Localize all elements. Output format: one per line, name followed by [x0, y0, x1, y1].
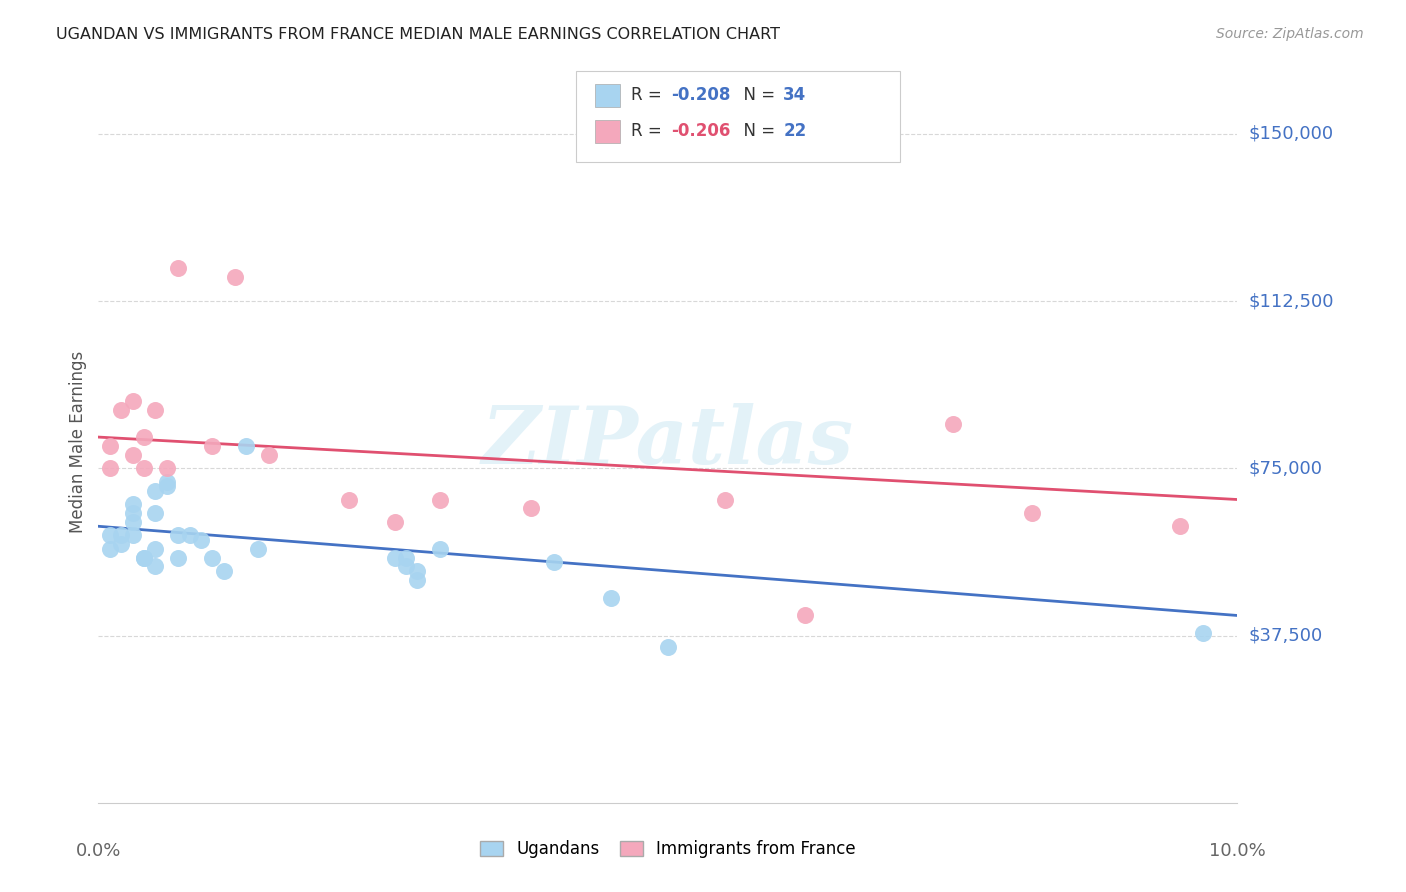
- Point: [132, 550, 155, 565]
- Point: [121, 528, 143, 542]
- Point: [657, 640, 679, 654]
- Point: [406, 573, 429, 587]
- Point: [384, 550, 406, 565]
- Text: $37,500: $37,500: [1249, 626, 1323, 645]
- Point: [145, 403, 167, 417]
- Point: [167, 550, 190, 565]
- Point: [121, 515, 143, 529]
- Point: [145, 541, 167, 556]
- Text: N =: N =: [733, 87, 780, 104]
- Point: [98, 528, 121, 542]
- Text: $112,500: $112,500: [1249, 292, 1334, 310]
- Text: 34: 34: [783, 87, 807, 104]
- Point: [156, 479, 179, 493]
- Point: [259, 448, 281, 462]
- Text: 10.0%: 10.0%: [1209, 842, 1265, 860]
- Text: $150,000: $150,000: [1249, 125, 1333, 143]
- Point: [235, 439, 257, 453]
- Point: [224, 269, 246, 284]
- Point: [714, 492, 737, 507]
- Point: [212, 564, 235, 578]
- Point: [156, 461, 179, 475]
- Point: [337, 492, 360, 507]
- Point: [543, 555, 565, 569]
- Point: [201, 550, 224, 565]
- Point: [121, 448, 143, 462]
- Point: [429, 541, 451, 556]
- Point: [1170, 519, 1192, 533]
- Y-axis label: Median Male Earnings: Median Male Earnings: [69, 351, 87, 533]
- Point: [600, 591, 623, 605]
- Point: [384, 515, 406, 529]
- Point: [98, 461, 121, 475]
- Point: [132, 430, 155, 444]
- Point: [190, 533, 212, 547]
- Point: [406, 564, 429, 578]
- Legend: Ugandans, Immigrants from France: Ugandans, Immigrants from France: [471, 832, 865, 867]
- Point: [132, 461, 155, 475]
- Text: 22: 22: [783, 122, 807, 140]
- Point: [110, 403, 132, 417]
- Point: [520, 501, 543, 516]
- Point: [167, 260, 190, 275]
- Point: [942, 417, 965, 431]
- Point: [121, 506, 143, 520]
- Point: [156, 475, 179, 489]
- Text: R =: R =: [631, 122, 668, 140]
- Point: [98, 439, 121, 453]
- Text: Source: ZipAtlas.com: Source: ZipAtlas.com: [1216, 27, 1364, 41]
- Text: UGANDAN VS IMMIGRANTS FROM FRANCE MEDIAN MALE EARNINGS CORRELATION CHART: UGANDAN VS IMMIGRANTS FROM FRANCE MEDIAN…: [56, 27, 780, 42]
- Point: [145, 559, 167, 574]
- Point: [179, 528, 201, 542]
- Text: R =: R =: [631, 87, 668, 104]
- Point: [1021, 506, 1043, 520]
- Point: [429, 492, 451, 507]
- Point: [145, 506, 167, 520]
- Point: [1192, 626, 1215, 640]
- Point: [395, 550, 418, 565]
- Text: -0.206: -0.206: [671, 122, 730, 140]
- Point: [98, 541, 121, 556]
- Text: 0.0%: 0.0%: [76, 842, 121, 860]
- Text: -0.208: -0.208: [671, 87, 730, 104]
- Point: [145, 483, 167, 498]
- Point: [110, 528, 132, 542]
- Point: [121, 394, 143, 409]
- Point: [167, 528, 190, 542]
- Point: [395, 559, 418, 574]
- Text: N =: N =: [733, 122, 780, 140]
- Text: $75,000: $75,000: [1249, 459, 1323, 477]
- Point: [132, 550, 155, 565]
- Point: [121, 497, 143, 511]
- Point: [793, 608, 815, 623]
- Point: [201, 439, 224, 453]
- Text: ZIPatlas: ZIPatlas: [482, 403, 853, 480]
- Point: [246, 541, 269, 556]
- Point: [110, 537, 132, 551]
